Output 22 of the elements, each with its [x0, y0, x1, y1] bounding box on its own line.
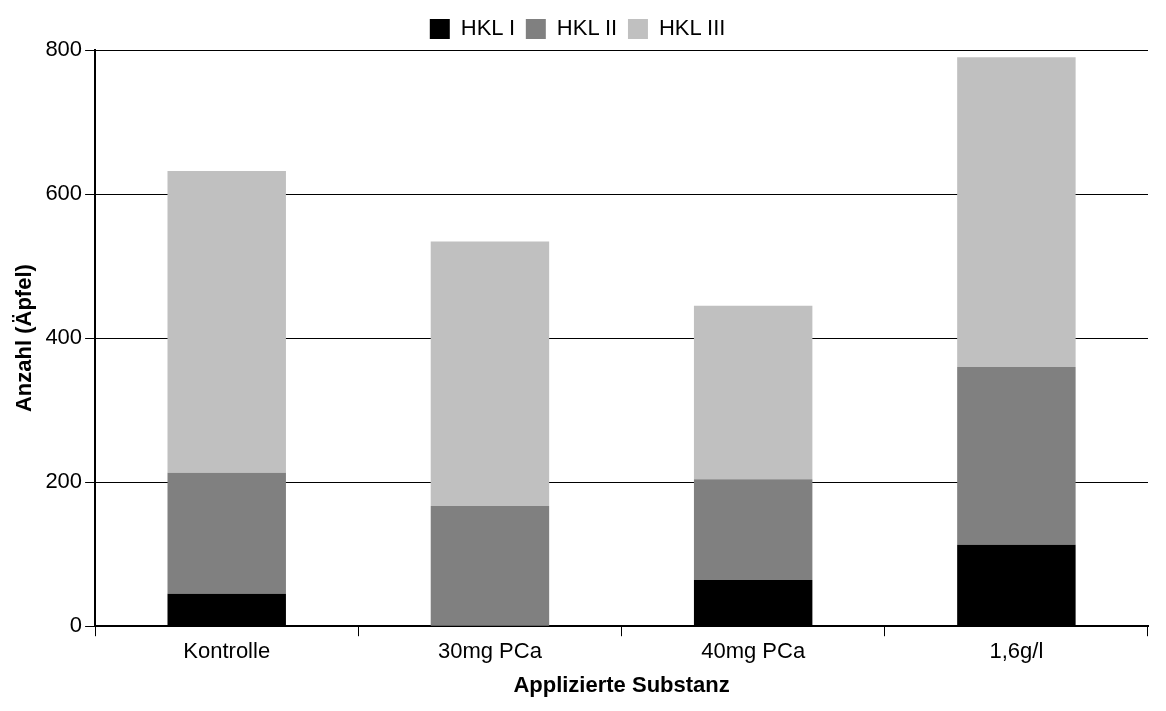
bar	[957, 57, 1076, 367]
x-tick-label: 40mg PCa	[701, 638, 806, 664]
x-axis-title: Applizierte Substanz	[513, 671, 730, 697]
bar	[693, 479, 813, 581]
y-tick-label: 0	[69, 612, 83, 638]
bar	[430, 505, 550, 626]
y-axis-title: Anzahl (Äpfel)	[11, 264, 37, 413]
y-tick-label: 600	[45, 180, 83, 206]
y-tick-label: 200	[45, 468, 83, 494]
x-tick-label: Kontrolle	[183, 638, 271, 664]
x-tick-label: 30mg PCa	[437, 638, 543, 664]
bar	[167, 171, 286, 473]
y-tick-label: 800	[45, 36, 83, 62]
bar	[167, 472, 286, 594]
x-tick-label: 1,6g/l	[989, 638, 1044, 664]
bar	[957, 366, 1076, 545]
legend-label: HKL II	[556, 15, 618, 41]
bar	[430, 241, 550, 506]
bar	[693, 305, 813, 480]
legend-label: HKL I	[460, 15, 516, 41]
y-tick-label: 400	[45, 324, 83, 350]
legend-label: HKL III	[658, 15, 726, 41]
